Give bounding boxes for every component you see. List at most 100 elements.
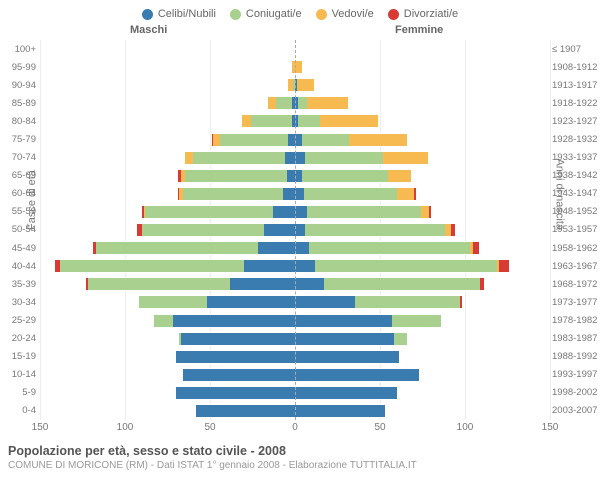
bar-seg-single (244, 259, 295, 273)
bar-seg-married (298, 114, 320, 128)
bar-seg-married (139, 295, 207, 309)
x-tick: 150 (32, 422, 49, 433)
bar-seg-single (295, 223, 305, 237)
legend-item: Coniugati/e (230, 8, 302, 20)
birth-label: 1983-1987 (552, 330, 600, 348)
bar-seg-married (185, 169, 287, 183)
bar-seg-married (394, 332, 408, 346)
bar-seg-divorced (414, 187, 416, 201)
bar-seg-married (88, 277, 231, 291)
age-label: 90-94 (2, 76, 36, 94)
x-tick: 100 (117, 422, 134, 433)
bar-seg-single (295, 133, 302, 147)
age-label: 75-79 (2, 130, 36, 148)
bar-seg-single (295, 368, 419, 382)
age-label: 85-89 (2, 94, 36, 112)
bar-seg-widowed (295, 60, 302, 74)
legend-swatch (316, 9, 327, 20)
birth-label: 1988-1992 (552, 348, 600, 366)
center-line (295, 40, 296, 420)
y-axis-age-labels: 100+95-9990-9485-8980-8475-7970-7465-696… (2, 40, 36, 420)
birth-label: 1923-1927 (552, 112, 600, 130)
birth-label: 1928-1932 (552, 130, 600, 148)
grid-line (550, 40, 551, 420)
age-label: 10-14 (2, 366, 36, 384)
bars-area (40, 40, 550, 420)
bar-seg-married (142, 223, 264, 237)
bar-seg-married (302, 133, 350, 147)
bar-seg-single (183, 368, 295, 382)
birth-label: 1998-2002 (552, 384, 600, 402)
bar-seg-single (295, 259, 315, 273)
bar-seg-widowed (397, 187, 414, 201)
age-label: 20-24 (2, 330, 36, 348)
age-label: 25-29 (2, 311, 36, 329)
birth-label: 2003-2007 (552, 402, 600, 420)
bar-seg-single (295, 404, 385, 418)
bar-seg-married (302, 169, 389, 183)
birth-label: 1958-1962 (552, 239, 600, 257)
birth-label: 1908-1912 (552, 58, 600, 76)
bar-seg-widowed (268, 96, 277, 110)
bar-seg-single (295, 241, 309, 255)
birth-label: 1918-1922 (552, 94, 600, 112)
bar-seg-single (181, 332, 295, 346)
bar-seg-single (283, 187, 295, 201)
bar-seg-single (295, 187, 304, 201)
age-label: 45-49 (2, 239, 36, 257)
age-label: 15-19 (2, 348, 36, 366)
bar-seg-married (355, 295, 460, 309)
legend-label: Coniugati/e (246, 8, 302, 20)
footer-subtitle: COMUNE DI MORICONE (RM) - Dati ISTAT 1° … (8, 460, 592, 471)
age-label: 5-9 (2, 384, 36, 402)
bar-seg-married (60, 259, 244, 273)
chart-footer: Popolazione per età, sesso e stato civil… (0, 440, 600, 471)
bar-seg-single (173, 314, 295, 328)
bar-seg-married (96, 241, 258, 255)
age-label: 95-99 (2, 58, 36, 76)
bar-seg-divorced (460, 295, 462, 309)
bar-seg-married (309, 241, 471, 255)
bar-seg-widowed (388, 169, 410, 183)
legend: Celibi/NubiliConiugati/eVedovi/eDivorzia… (0, 0, 600, 24)
bar-seg-single (230, 277, 295, 291)
birth-label: 1978-1982 (552, 311, 600, 329)
bar-seg-married (392, 314, 441, 328)
bar-seg-widowed (349, 133, 407, 147)
male-header: Maschi (130, 24, 167, 36)
population-pyramid-chart: Celibi/NubiliConiugati/eVedovi/eDivorzia… (0, 0, 600, 500)
bar-seg-single (295, 314, 392, 328)
bar-seg-divorced (451, 223, 454, 237)
birth-label: 1993-1997 (552, 366, 600, 384)
birth-label: 1968-1972 (552, 275, 600, 293)
age-label: 70-74 (2, 149, 36, 167)
bar-seg-single (273, 205, 295, 219)
bar-seg-single (258, 241, 295, 255)
bar-seg-married (154, 314, 173, 328)
bar-seg-single (295, 295, 355, 309)
bar-seg-divorced (499, 259, 509, 273)
legend-item: Celibi/Nubili (142, 8, 216, 20)
age-label: 60-64 (2, 185, 36, 203)
bar-seg-single (295, 151, 305, 165)
legend-swatch (388, 9, 399, 20)
bar-seg-single (295, 350, 399, 364)
bar-seg-single (288, 133, 295, 147)
age-label: 0-4 (2, 402, 36, 420)
bar-seg-single (264, 223, 295, 237)
bar-seg-widowed (213, 133, 220, 147)
bar-seg-married (305, 151, 383, 165)
bar-seg-widowed (185, 151, 194, 165)
bar-seg-single (287, 169, 296, 183)
bar-seg-married (307, 205, 421, 219)
x-tick: 150 (542, 422, 559, 433)
birth-label: 1938-1942 (552, 167, 600, 185)
plot-area: Fasce di età Anni di nascita 100+95-9990… (40, 40, 550, 420)
bar-seg-single (176, 350, 295, 364)
bar-seg-married (324, 277, 480, 291)
bar-seg-single (285, 151, 295, 165)
legend-item: Divorziati/e (388, 8, 458, 20)
bar-seg-widowed (242, 114, 251, 128)
bar-seg-single (295, 277, 324, 291)
bar-seg-single (295, 169, 302, 183)
